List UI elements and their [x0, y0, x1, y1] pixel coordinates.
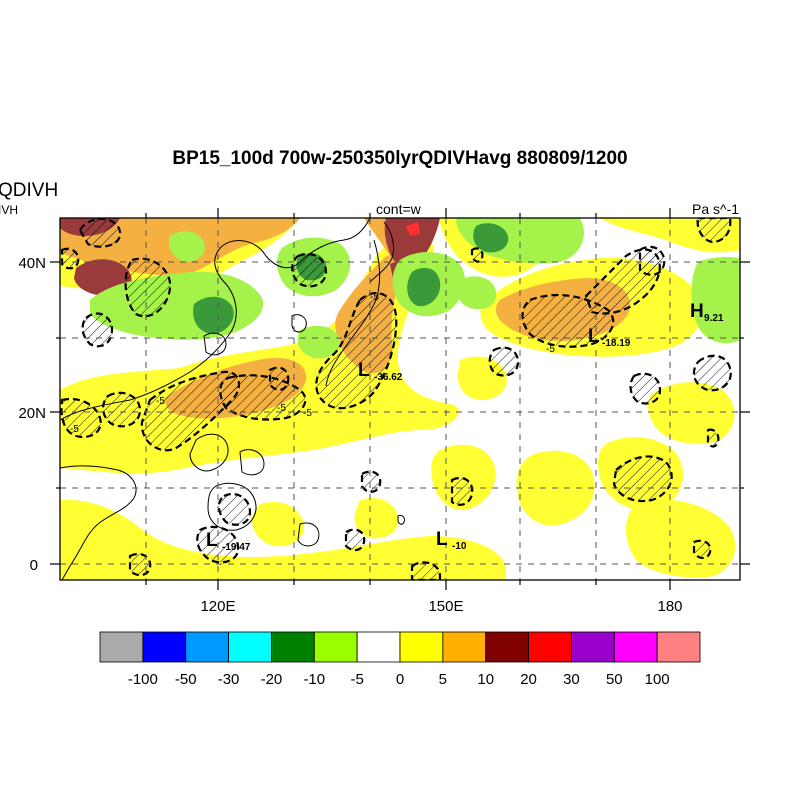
- left-variable-label: QDIVH: [0, 180, 59, 201]
- lat-tick-40n: 40N: [18, 255, 46, 272]
- lat-tick-20n: 20N: [18, 405, 46, 422]
- colorbar-swatch: [185, 631, 229, 663]
- contour-label: -5: [370, 292, 379, 303]
- low-marker-value: -36.62: [374, 372, 403, 383]
- colorbar-label: -50: [175, 671, 197, 688]
- low-marker-letter: L: [206, 530, 218, 551]
- plot-frame: [59, 217, 741, 581]
- colorbar-swatch: [399, 631, 444, 663]
- low-marker-letter: L: [436, 529, 448, 550]
- low-marker-letter: L: [358, 360, 370, 381]
- contour-labels: -5 -5 -5 -5 -5 -5: [70, 292, 555, 435]
- colorbar-swatch: [356, 631, 401, 663]
- colorbar-label: -20: [261, 671, 283, 688]
- colorbar-label: 30: [563, 671, 580, 688]
- colorbar-swatch: [442, 631, 487, 663]
- hatched-regions: [60, 218, 732, 580]
- colorbar-swatch: [528, 631, 572, 663]
- colorbar-label: -30: [218, 671, 240, 688]
- lon-tick-180: 180: [657, 598, 682, 615]
- units-label: Pa s^-1: [692, 201, 740, 217]
- colorbar-swatch: [613, 631, 658, 663]
- extrema-markers: L -36.62 L -18.19 L -19.47 L -10 H 9.21: [206, 301, 724, 553]
- colorbar-swatch: [99, 631, 144, 663]
- lat-tick-0: 0: [30, 557, 38, 574]
- contour-label: -5: [546, 344, 555, 355]
- map-title: BP15_100d 700w-250350lyrQDIVHavg 880809/…: [172, 148, 628, 169]
- low-marker-letter: L: [588, 326, 600, 347]
- contour-label: -5: [303, 408, 312, 419]
- lon-tick-120e: 120E: [200, 598, 235, 615]
- coastlines: [60, 218, 405, 580]
- low-marker-value: -19.47: [222, 542, 251, 553]
- grid-lines: [60, 218, 740, 580]
- colorbar-label: 5: [439, 671, 447, 688]
- contour-label: -5: [156, 396, 165, 407]
- map-plot-area: [60, 218, 740, 580]
- colorbar-label: -100: [128, 671, 158, 688]
- low-marker-value: -10: [452, 541, 467, 552]
- contour-label: -5: [70, 424, 79, 435]
- axis-ticks: [50, 208, 750, 590]
- colorbar-label: 50: [606, 671, 623, 688]
- colorbar-label: 100: [645, 671, 670, 688]
- colorbar-swatch: [313, 631, 358, 663]
- contour-label: -5: [277, 403, 286, 414]
- colorbar-label: 20: [520, 671, 537, 688]
- colorbar-swatch: [271, 631, 315, 663]
- lon-tick-150e: 150E: [428, 598, 463, 615]
- colorbar-label: -5: [350, 671, 363, 688]
- low-marker-value: -18.19: [602, 338, 631, 349]
- colorbar: -100 -50 -30 -20 -10 -5 0 5 10 20 30 50 100: [99, 631, 701, 688]
- colorbar-swatch: [656, 631, 701, 663]
- contour-variable-label: cont=w: [376, 201, 421, 217]
- left-variable-sublabel: IVH: [0, 203, 19, 217]
- colorbar-swatch: [142, 631, 187, 663]
- colorbar-swatch: [485, 631, 529, 663]
- colorbar-label: 10: [477, 671, 494, 688]
- high-marker-value: 9.21: [704, 313, 724, 324]
- colorbar-swatch: [228, 631, 272, 663]
- colorbar-label: 0: [396, 671, 404, 688]
- high-marker-letter: H: [690, 301, 704, 322]
- colorbar-swatch: [571, 631, 615, 663]
- colorbar-label: -10: [303, 671, 325, 688]
